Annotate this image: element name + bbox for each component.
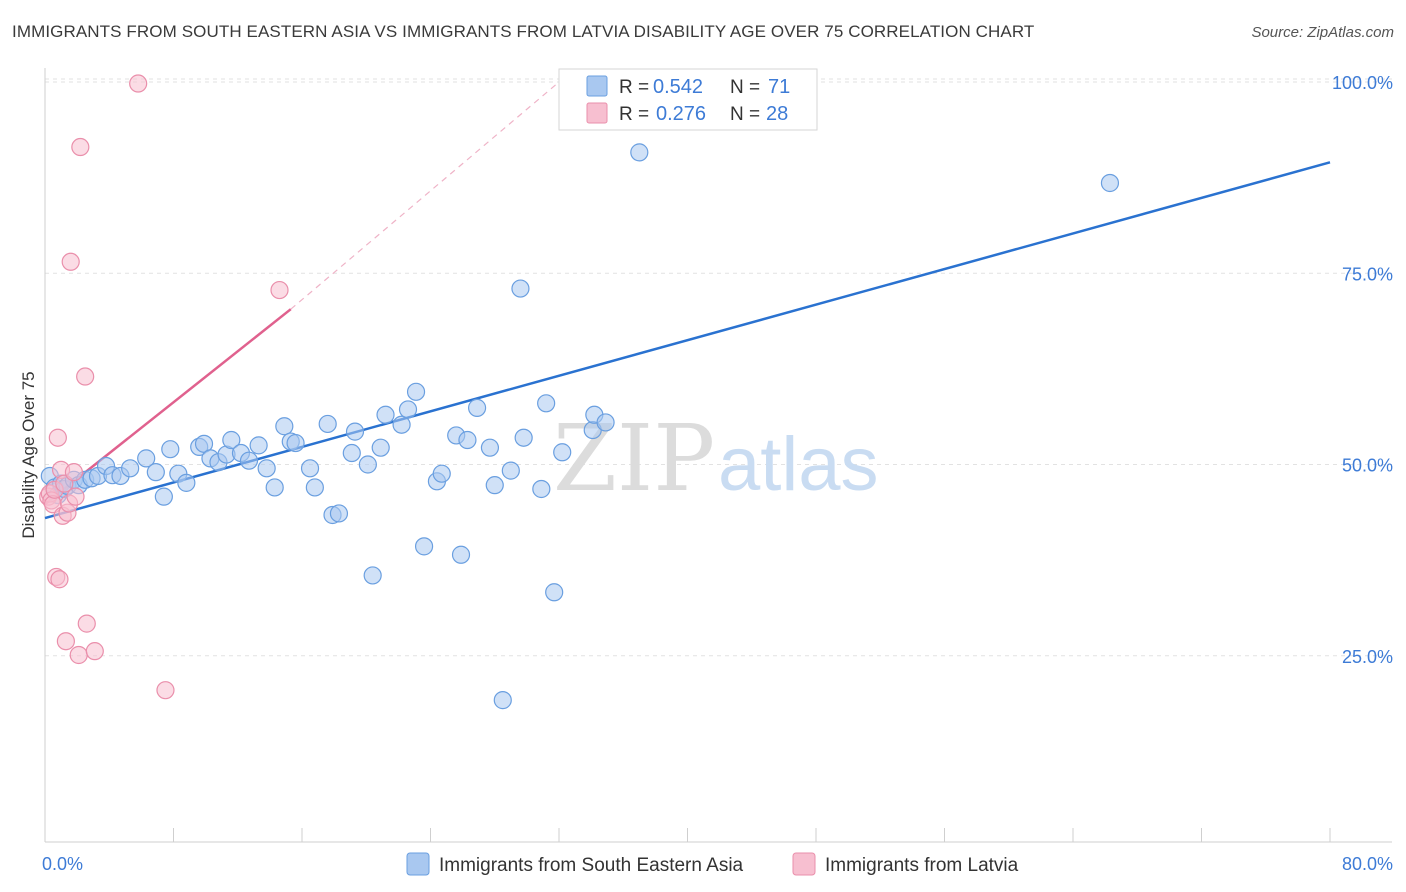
point-south-eastern-asia bbox=[458, 430, 477, 450]
point-south-eastern-asia bbox=[257, 459, 276, 478]
point-south-eastern-asia bbox=[501, 461, 520, 480]
point-south-eastern-asia bbox=[451, 545, 471, 564]
point-south-eastern-asia bbox=[545, 583, 564, 602]
point-south-eastern-asia bbox=[514, 428, 533, 447]
point-latvia bbox=[64, 463, 84, 482]
point-south-eastern-asia bbox=[137, 449, 156, 468]
legend-n-value-2: 28 bbox=[766, 103, 788, 125]
point-south-eastern-asia bbox=[414, 537, 434, 556]
point-south-eastern-asia bbox=[239, 451, 259, 470]
point-latvia bbox=[77, 614, 96, 633]
legend-box: R = 0.542 N = 71 R = 0.276 N = 28 bbox=[558, 68, 818, 131]
trendline-south-eastern-asia bbox=[44, 161, 1331, 520]
point-south-eastern-asia bbox=[485, 476, 504, 495]
point-south-eastern-asia bbox=[511, 279, 530, 298]
x-tick-label-max: 80.0% bbox=[1342, 854, 1393, 874]
legend-r-label-1: R = bbox=[619, 77, 649, 98]
y-tick-label: 25.0% bbox=[1342, 647, 1393, 667]
point-south-eastern-asia bbox=[480, 438, 500, 457]
point-south-eastern-asia bbox=[265, 478, 284, 497]
y-tick-label: 50.0% bbox=[1342, 456, 1393, 476]
legend-n-label-1: N = bbox=[730, 77, 760, 98]
point-latvia bbox=[61, 252, 80, 271]
point-south-eastern-asia bbox=[363, 566, 382, 585]
bottom-legend-label-1: Immigrants from South Eastern Asia bbox=[439, 855, 744, 876]
legend-n-value-1: 71 bbox=[768, 76, 790, 98]
point-south-eastern-asia bbox=[392, 415, 411, 434]
point-south-eastern-asia bbox=[493, 691, 512, 710]
watermark-atlas: atlas bbox=[718, 422, 879, 507]
bottom-legend-swatch-pink bbox=[792, 852, 816, 876]
point-latvia bbox=[71, 137, 90, 157]
point-south-eastern-asia bbox=[318, 414, 337, 434]
point-south-eastern-asia bbox=[371, 438, 390, 457]
point-south-eastern-asia bbox=[286, 433, 305, 453]
points-layer bbox=[39, 71, 1120, 710]
watermark: ZIP atlas bbox=[553, 405, 879, 512]
legend-r-label-2: R = bbox=[619, 104, 649, 125]
legend-swatch-pink bbox=[586, 102, 608, 124]
point-south-eastern-asia bbox=[398, 400, 418, 419]
point-south-eastern-asia bbox=[249, 436, 268, 455]
point-south-eastern-asia bbox=[532, 479, 551, 499]
chart-title: IMMIGRANTS FROM SOUTH EASTERN ASIA VS IM… bbox=[12, 22, 1035, 41]
point-latvia bbox=[76, 367, 95, 386]
point-latvia bbox=[48, 428, 67, 447]
point-latvia bbox=[129, 74, 148, 93]
grid-layer bbox=[45, 78, 1392, 657]
point-south-eastern-asia bbox=[596, 413, 615, 432]
point-south-eastern-asia bbox=[406, 382, 426, 401]
point-south-eastern-asia bbox=[345, 422, 365, 441]
point-south-eastern-asia bbox=[161, 440, 180, 459]
point-latvia bbox=[270, 280, 289, 300]
point-south-eastern-asia bbox=[342, 443, 361, 463]
point-south-eastern-asia bbox=[146, 463, 165, 482]
point-south-eastern-asia bbox=[121, 459, 140, 478]
point-south-eastern-asia bbox=[376, 405, 395, 424]
point-south-eastern-asia bbox=[358, 455, 377, 474]
point-south-eastern-asia bbox=[467, 398, 487, 417]
point-latvia bbox=[56, 632, 75, 651]
legend-r-value-2: 0.276 bbox=[656, 103, 706, 125]
axis-layer: 25.0% 50.0% 75.0% 100.0% 0.0% 80.0% Disability… bbox=[19, 68, 1393, 874]
legend-n-label-2: N = bbox=[730, 104, 760, 125]
point-south-eastern-asia bbox=[329, 504, 349, 523]
watermark-zip: ZIP bbox=[553, 405, 715, 512]
bottom-legend-label-2: Immigrants from Latvia bbox=[825, 855, 1019, 876]
point-south-eastern-asia bbox=[630, 143, 649, 162]
point-latvia bbox=[50, 570, 69, 589]
point-south-eastern-asia bbox=[553, 443, 572, 462]
y-tick-label: 75.0% bbox=[1342, 264, 1393, 284]
point-latvia bbox=[156, 681, 175, 700]
point-latvia bbox=[85, 642, 104, 661]
point-south-eastern-asia bbox=[222, 430, 241, 450]
point-south-eastern-asia bbox=[305, 478, 324, 497]
legend-swatch-blue bbox=[586, 75, 608, 97]
trendline-latvia-extension bbox=[290, 81, 560, 310]
y-tick-label: 100.0% bbox=[1332, 73, 1393, 93]
point-south-eastern-asia bbox=[300, 459, 320, 478]
bottom-legend: Immigrants from South Eastern Asia Immig… bbox=[406, 852, 1019, 876]
x-tick-label-min: 0.0% bbox=[42, 854, 83, 874]
point-latvia bbox=[69, 645, 88, 665]
point-south-eastern-asia bbox=[537, 394, 556, 413]
point-south-eastern-asia bbox=[177, 473, 196, 492]
y-axis-title: Disability Age Over 75 bbox=[19, 371, 38, 538]
bottom-legend-swatch-blue bbox=[406, 852, 430, 876]
point-south-eastern-asia bbox=[1100, 173, 1120, 193]
point-south-eastern-asia bbox=[275, 417, 294, 436]
point-south-eastern-asia bbox=[154, 487, 173, 506]
legend-r-value-1: 0.542 bbox=[653, 76, 703, 98]
source-credit: Source: ZipAtlas.com bbox=[1251, 24, 1394, 41]
point-latvia bbox=[66, 487, 85, 506]
point-south-eastern-asia bbox=[432, 464, 451, 483]
